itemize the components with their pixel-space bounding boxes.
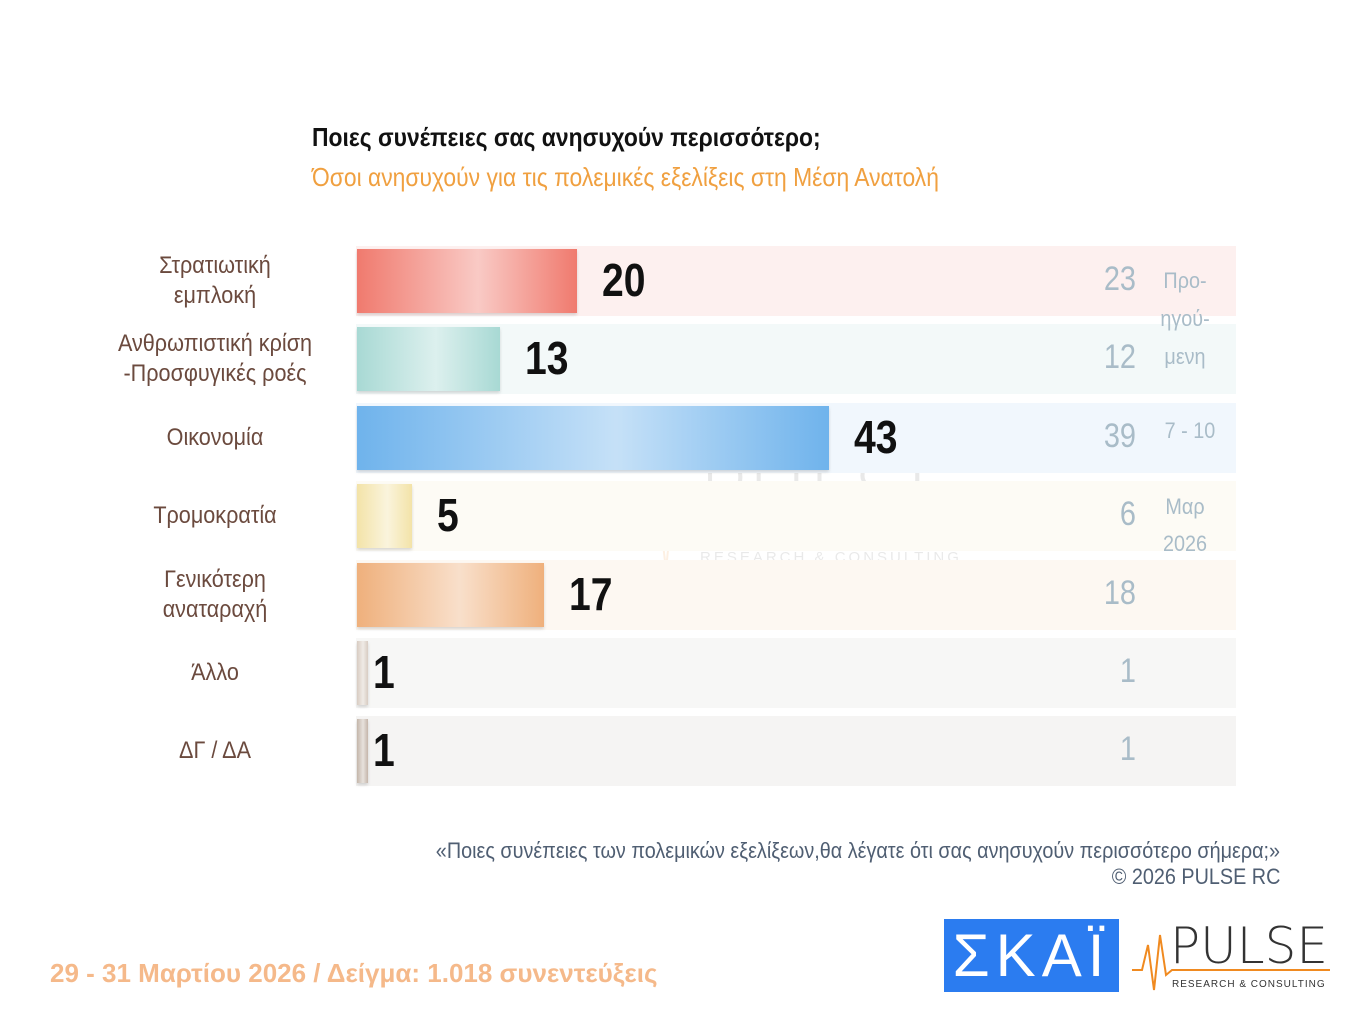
category-label: Ανθρωπιστική κρίση -Προσφυγικές ροές [117,330,313,387]
bar [357,563,544,627]
svg-text:RESEARCH & CONSULTING: RESEARCH & CONSULTING [1172,979,1326,990]
category-label: Στρατιωτική εμπλοκή [159,252,271,309]
previous-label-text: ηγού- [1160,306,1210,331]
category-label: Οικονομία [166,424,264,451]
bar [357,484,412,548]
previous-value: 39 [1103,417,1136,455]
copyright: © 2026 PULSE RC [1111,864,1280,889]
data-label: 43 [854,411,898,463]
chart-subtitle: Όσοι ανησυχούν για τις πολεμικές εξελίξε… [312,162,939,192]
category-label: Γενικότερη αναταραχή [162,566,268,623]
previous-label-text: Μαρ [1165,494,1205,519]
previous-label-text: Προ- [1163,268,1207,293]
category-label: Άλλο [191,659,239,686]
previous-label-text: 2026 [1162,531,1208,556]
bar [357,719,368,783]
bar [357,327,500,391]
previous-label-text: 7 - 10 [1164,418,1216,443]
bar [357,406,829,470]
category-label: ΔΓ / ΔΑ [179,737,251,764]
data-label: 1 [372,724,395,776]
question-text: «Ποιες συνέπειες των πολεμικών εξελίξεων… [435,838,1280,863]
row-background [356,716,1236,786]
previous-value: 6 [1119,495,1136,533]
data-label: 1 [372,646,395,698]
previous-value: 18 [1103,574,1136,612]
data-label: 17 [568,568,613,620]
row-background [356,324,1236,394]
data-label: 13 [524,332,569,384]
previous-label-text: μενη [1164,344,1206,369]
bar [357,249,577,313]
previous-value: 23 [1103,260,1136,298]
previous-value: 1 [1119,652,1136,690]
skai-logo: ΣΚΑΪ [944,919,1119,992]
survey-info: 29 - 31 Μαρτίου 2026 / Δείγμα: 1.018 συν… [50,958,658,988]
row-background [356,481,1236,551]
chart-title: Ποιες συνέπειες σας ανησυχούν περισσότερ… [312,122,821,152]
svg-text:PULSE: PULSE [1170,917,1328,975]
pulse-logo: PULSE RESEARCH & CONSULTING [1132,917,1330,991]
data-label: 5 [436,489,459,541]
data-label: 20 [601,254,646,306]
row-background [356,638,1236,708]
previous-value: 1 [1119,730,1136,768]
bar [357,641,368,705]
category-label: Τρομοκρατία [153,502,277,529]
previous-value: 12 [1103,338,1136,376]
